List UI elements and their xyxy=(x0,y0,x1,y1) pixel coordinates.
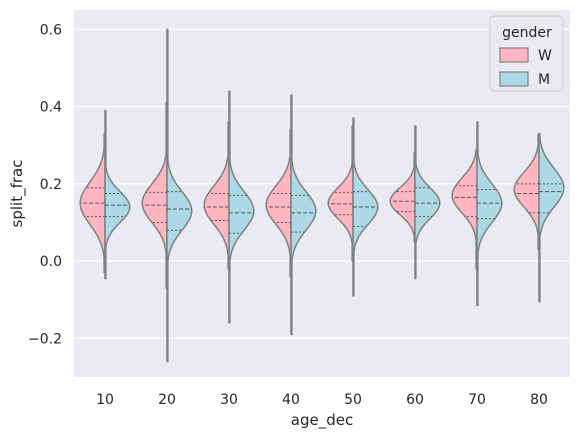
violin-M-70 xyxy=(476,121,503,307)
y-axis-label: split_frac xyxy=(8,160,27,228)
x-tick-label: 60 xyxy=(406,392,424,408)
x-tick-label: 80 xyxy=(530,392,548,408)
legend-swatch-M xyxy=(499,71,529,87)
y-axis-ticks: −0.2 0.0 0.2 0.4 0.6 xyxy=(28,22,62,347)
violin-W-30 xyxy=(203,121,230,270)
legend: gender WM xyxy=(489,15,564,92)
violin-W-70 xyxy=(451,148,478,270)
y-tick-label: −0.2 xyxy=(28,331,62,347)
violin-W-80 xyxy=(513,132,540,251)
violin-M-60 xyxy=(414,125,441,280)
violin-M-80 xyxy=(538,132,565,303)
violin-W-40 xyxy=(265,129,292,278)
y-tick-label: 0.4 xyxy=(40,100,62,116)
violin-W-20 xyxy=(141,101,168,289)
violin-M-20 xyxy=(166,28,193,363)
x-tick-label: 50 xyxy=(344,392,362,408)
y-tick-label: 0.2 xyxy=(40,177,62,193)
x-tick-label: 30 xyxy=(220,392,238,408)
violins xyxy=(79,28,565,363)
violin-W-60 xyxy=(389,152,416,243)
x-axis-label: age_dec xyxy=(291,411,353,430)
y-tick-label: 0.6 xyxy=(40,22,62,38)
x-tick-label: 10 xyxy=(96,392,114,408)
legend-label-W: W xyxy=(538,48,552,64)
x-tick-label: 40 xyxy=(282,392,300,408)
violin-M-30 xyxy=(228,90,255,324)
legend-swatch-W xyxy=(499,47,529,63)
legend-label-M: M xyxy=(538,72,550,88)
legend-entries: WM xyxy=(499,47,552,88)
x-tick-label: 70 xyxy=(468,392,486,408)
x-tick-label: 20 xyxy=(158,392,176,408)
y-tick-label: 0.0 xyxy=(40,254,62,270)
legend-title: gender xyxy=(502,25,552,41)
violin-W-50 xyxy=(327,125,354,262)
x-axis-ticks: 10 20 30 40 50 60 70 80 xyxy=(96,392,548,408)
